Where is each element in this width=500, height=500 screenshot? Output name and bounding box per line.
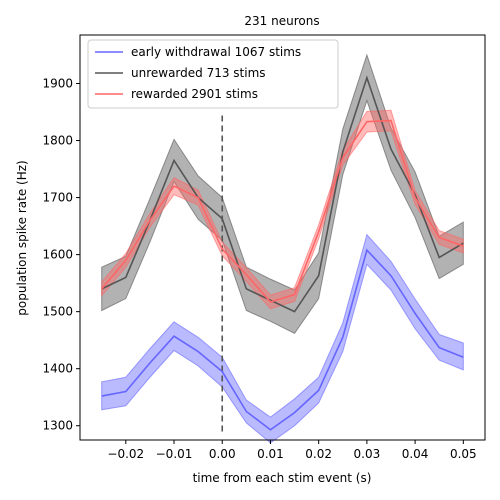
series-2-band <box>101 109 464 310</box>
y-tick-label: 1600 <box>42 248 73 262</box>
x-tick-label: 0.00 <box>209 447 236 461</box>
x-tick-label: 0.03 <box>354 447 381 461</box>
y-tick-label: 1900 <box>42 76 73 90</box>
x-tick-label: −0.01 <box>156 447 193 461</box>
y-tick-label: 1500 <box>42 305 73 319</box>
y-tick-label: 1800 <box>42 134 73 148</box>
legend: early withdrawal 1067 stims unrewarded 71… <box>87 39 339 109</box>
x-tick-label: 0.02 <box>305 447 332 461</box>
x-tick-label: 0.01 <box>257 447 284 461</box>
x-tick-label: −0.02 <box>107 447 144 461</box>
y-tick-label: 1700 <box>42 191 73 205</box>
legend-label-2: rewarded 2901 stims <box>131 87 258 101</box>
legend-box <box>87 39 339 109</box>
x-axis: −0.02 −0.01 0.00 0.01 0.02 0.03 0.04 0.05 <box>107 440 477 461</box>
y-tick-label: 1300 <box>42 419 73 433</box>
legend-label-1: unrewarded 713 stims <box>131 66 266 80</box>
confidence-bands <box>101 53 464 444</box>
series-1-line <box>101 75 464 313</box>
x-tick-label: 0.05 <box>450 447 477 461</box>
plot-frame <box>79 34 486 441</box>
series-2-line <box>101 119 464 303</box>
y-axis: 1300 1400 1500 1600 1700 1800 1900 <box>42 76 80 433</box>
series-lines <box>101 75 464 431</box>
legend-label-0: early withdrawal 1067 stims <box>131 45 301 59</box>
chart-title: 231 neurons <box>244 14 319 28</box>
y-axis-label: population spike rate (Hz) <box>15 160 29 315</box>
x-tick-label: 0.04 <box>402 447 429 461</box>
series-0-band <box>101 233 464 444</box>
series-1-band <box>101 53 464 334</box>
y-tick-label: 1400 <box>42 362 73 376</box>
x-axis-label: time from each stim event (s) <box>193 471 372 485</box>
series-0-line <box>101 248 464 431</box>
